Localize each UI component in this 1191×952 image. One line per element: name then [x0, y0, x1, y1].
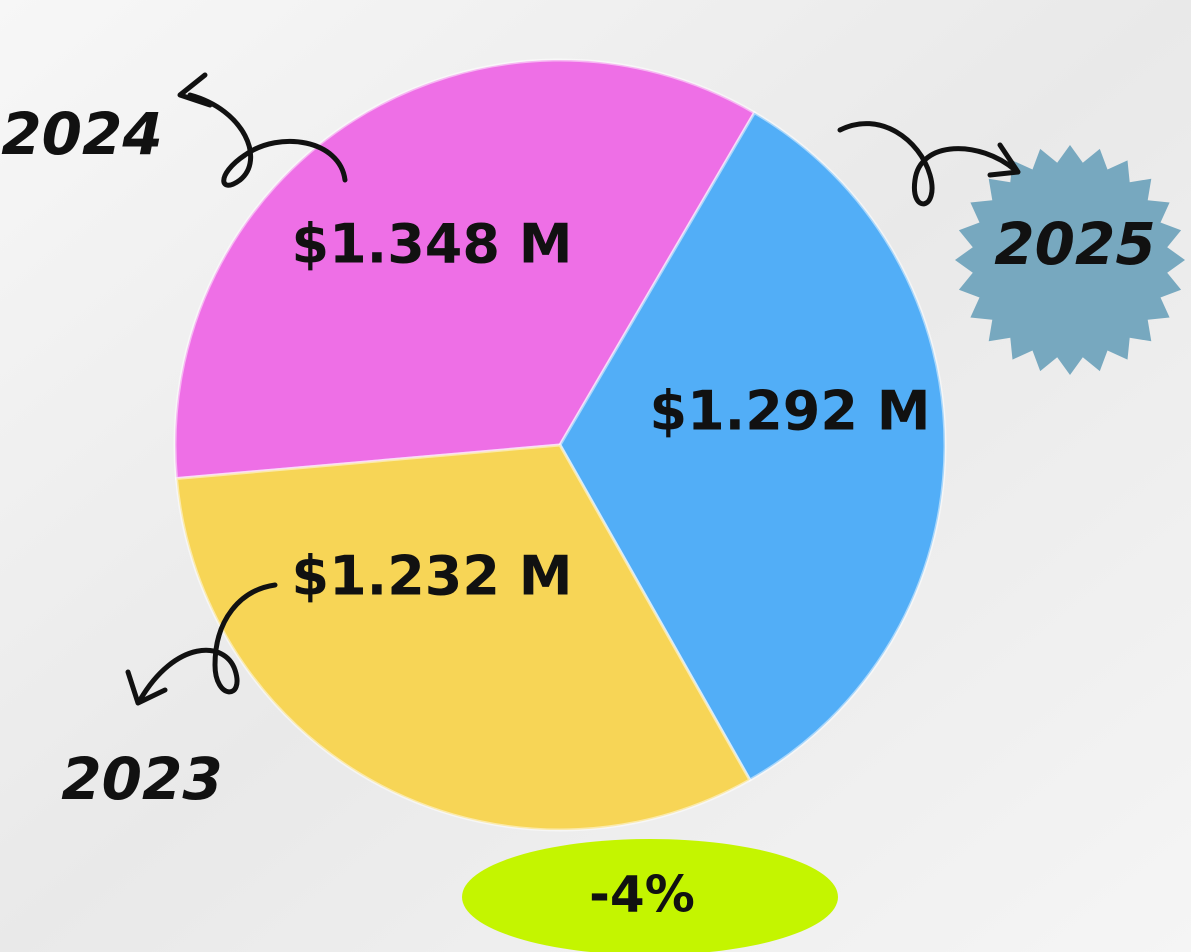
category-label: 2024 [1, 100, 162, 168]
value-label: $1.292 M [650, 380, 931, 443]
pie [173, 58, 947, 832]
arrow [187, 92, 348, 188]
arrow-head [987, 142, 1021, 178]
category-label: 2025 [994, 210, 1155, 278]
arrow-head [125, 669, 168, 706]
arrow-head [177, 72, 213, 108]
badge [955, 145, 1185, 375]
annotation: -4% [589, 866, 695, 924]
value-label: $1.348 M [292, 213, 573, 276]
arrow [137, 582, 278, 703]
arrow [837, 121, 1018, 207]
labels: $1.348 M 2024 $1.292 M 2025 $1.232 M 2023 [1, 100, 1185, 813]
slice [173, 58, 757, 481]
annotation-badge [462, 839, 838, 952]
category-label: 2023 [61, 745, 222, 813]
value-label: $1.232 M [292, 545, 573, 608]
slice [174, 443, 752, 832]
